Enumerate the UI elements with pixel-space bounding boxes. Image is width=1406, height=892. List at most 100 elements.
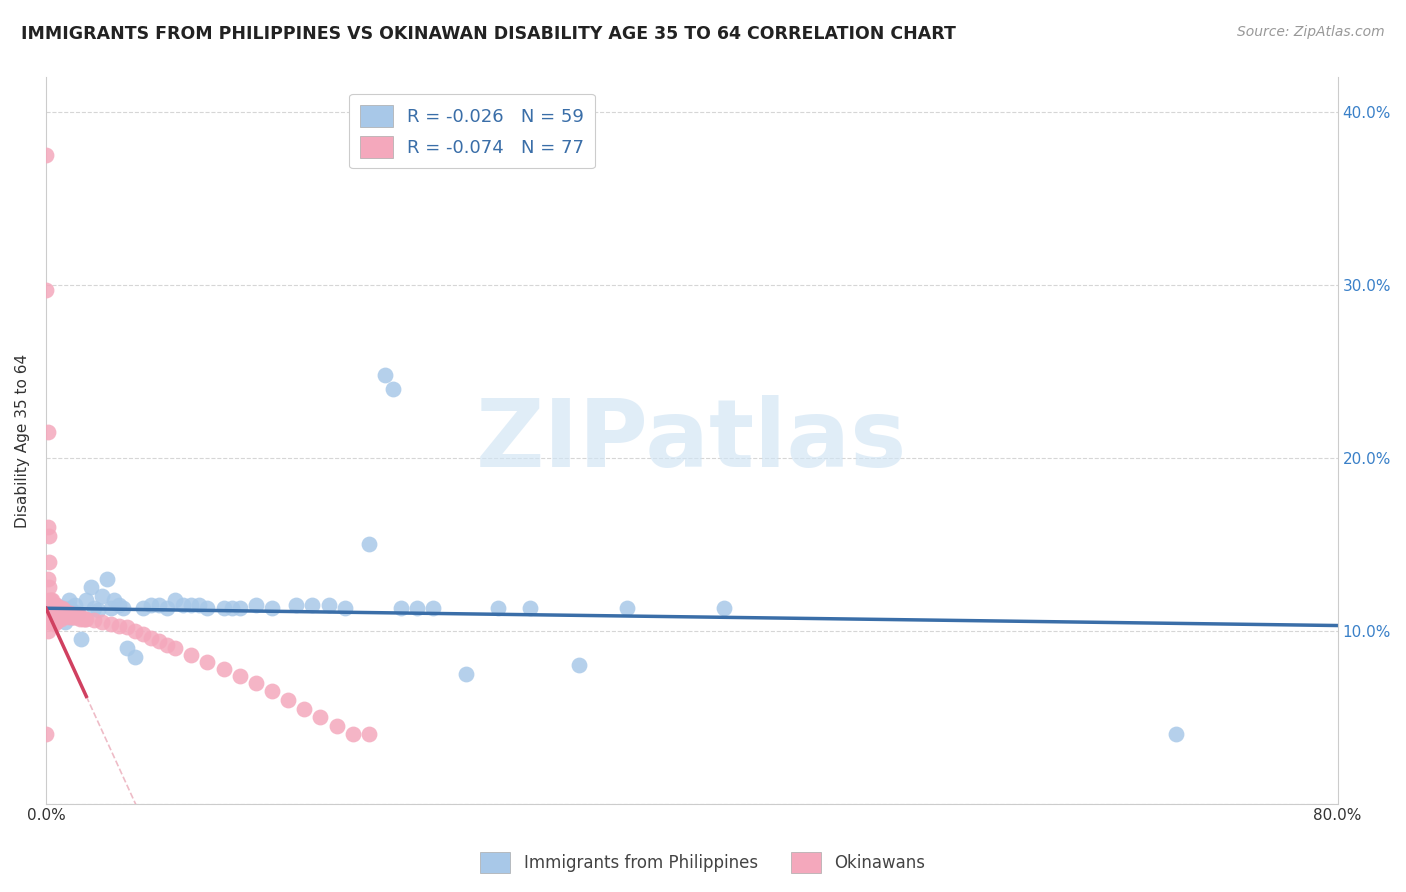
Point [197, 601, 219, 615]
Point [132, 627, 155, 641]
Point [39, 601, 62, 615]
Point [39, 615, 62, 629]
Point [91, 615, 114, 629]
Point [112, 601, 135, 615]
Point [58, 610, 80, 624]
Point [37, 572, 59, 586]
Point [38, 592, 60, 607]
Text: IMMIGRANTS FROM PHILIPPINES VS OKINAWAN DISABILITY AGE 35 TO 64 CORRELATION CHAR: IMMIGRANTS FROM PHILIPPINES VS OKINAWAN … [21, 25, 956, 43]
Point [49, 610, 72, 624]
Point [49, 612, 72, 626]
Point [48, 610, 70, 624]
Point [212, 662, 235, 676]
Point [41, 607, 63, 621]
Point [35, 148, 58, 162]
Point [45, 615, 67, 629]
Point [59, 607, 82, 621]
Point [115, 640, 138, 655]
Point [357, 727, 380, 741]
Point [48, 601, 70, 615]
Point [56, 607, 79, 621]
Point [156, 638, 179, 652]
Point [42, 616, 65, 631]
Point [96, 572, 118, 586]
Point [454, 667, 477, 681]
Point [197, 655, 219, 669]
Point [285, 598, 308, 612]
Legend: R = -0.026   N = 59, R = -0.074   N = 77: R = -0.026 N = 59, R = -0.074 N = 77 [350, 94, 595, 169]
Point [60, 610, 83, 624]
Point [100, 616, 122, 631]
Point [382, 382, 405, 396]
Point [75, 612, 97, 626]
Point [124, 624, 146, 638]
Point [66, 610, 89, 624]
Point [91, 589, 114, 603]
Point [107, 598, 129, 612]
Point [37, 520, 59, 534]
Point [221, 601, 243, 615]
Point [42, 601, 65, 615]
Point [1166, 727, 1188, 741]
Point [86, 603, 108, 617]
Point [80, 581, 103, 595]
Point [180, 648, 202, 662]
Point [70, 632, 93, 647]
Point [63, 598, 86, 612]
Point [53, 615, 76, 629]
Point [165, 640, 187, 655]
Point [39, 601, 62, 615]
Point [100, 601, 122, 615]
Point [228, 601, 250, 615]
Point [38, 581, 60, 595]
Point [42, 610, 65, 624]
Point [148, 634, 170, 648]
Point [616, 601, 638, 615]
Point [42, 598, 65, 612]
Point [38, 615, 60, 629]
Point [52, 603, 75, 617]
Point [49, 603, 72, 617]
Point [45, 607, 67, 621]
Point [568, 658, 591, 673]
Point [38, 528, 60, 542]
Point [309, 710, 332, 724]
Point [83, 601, 105, 615]
Point [37, 425, 59, 439]
Point [41, 601, 63, 615]
Point [277, 693, 299, 707]
Point [245, 675, 267, 690]
Point [228, 668, 250, 682]
Point [37, 601, 59, 615]
Text: Source: ZipAtlas.com: Source: ZipAtlas.com [1237, 25, 1385, 39]
Point [124, 649, 146, 664]
Point [292, 701, 315, 715]
Point [41, 615, 63, 629]
Point [188, 598, 211, 612]
Point [70, 610, 93, 624]
Point [389, 601, 412, 615]
Point [39, 592, 62, 607]
Point [374, 368, 396, 382]
Point [115, 620, 138, 634]
Point [73, 612, 96, 626]
Point [52, 607, 75, 621]
Point [51, 601, 73, 615]
Point [260, 684, 283, 698]
Legend: Immigrants from Philippines, Okinawans: Immigrants from Philippines, Okinawans [474, 846, 932, 880]
Point [318, 598, 340, 612]
Point [357, 537, 380, 551]
Point [53, 607, 76, 621]
Point [172, 598, 194, 612]
Point [41, 601, 63, 615]
Point [75, 592, 97, 607]
Point [107, 618, 129, 632]
Point [38, 555, 60, 569]
Point [486, 601, 509, 615]
Point [156, 601, 179, 615]
Y-axis label: Disability Age 35 to 64: Disability Age 35 to 64 [15, 353, 30, 527]
Point [35, 727, 58, 741]
Point [103, 592, 125, 607]
Point [59, 601, 82, 615]
Point [63, 610, 86, 624]
